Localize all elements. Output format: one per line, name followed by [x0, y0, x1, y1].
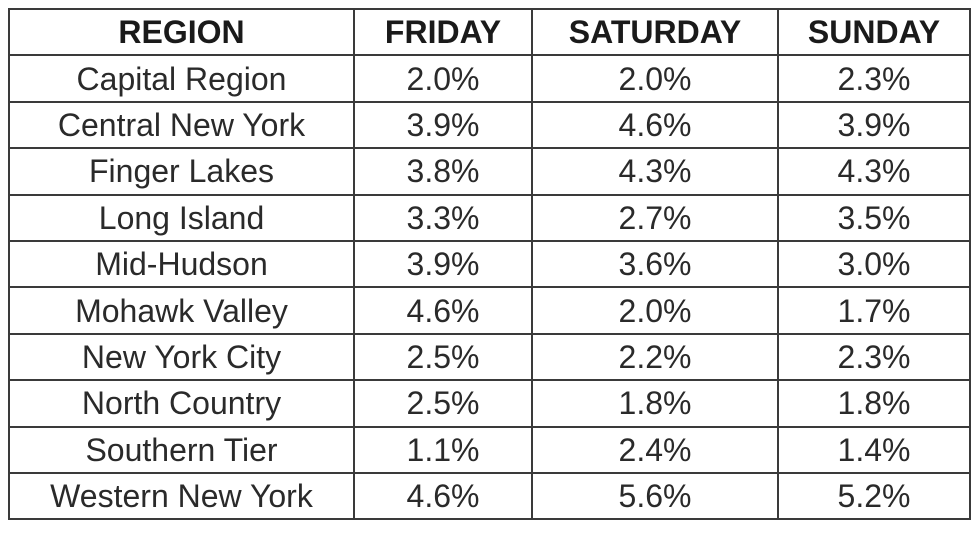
header-cell: REGION: [8, 7, 355, 57]
value-cell: 1.7%: [777, 286, 971, 335]
region-cell: Mohawk Valley: [8, 286, 355, 335]
value-cell: 5.6%: [531, 471, 779, 521]
value-cell: 1.8%: [777, 379, 971, 428]
region-cell: Southern Tier: [8, 425, 355, 474]
table-row: North Country 2.5% 1.8% 1.8%: [8, 379, 971, 428]
value-cell: 2.3%: [777, 332, 971, 382]
table-row: Mid-Hudson 3.9% 3.6% 3.0%: [8, 239, 971, 289]
value-cell: 3.5%: [777, 193, 971, 242]
value-cell: 2.5%: [353, 379, 533, 428]
value-cell: 1.8%: [531, 379, 779, 428]
table-row: Mohawk Valley 4.6% 2.0% 1.7%: [8, 286, 971, 335]
header-cell: FRIDAY: [353, 7, 533, 57]
value-cell: 3.3%: [353, 193, 533, 242]
table-row: Long Island 3.3% 2.7% 3.5%: [8, 193, 971, 242]
value-cell: 4.3%: [531, 147, 779, 196]
value-cell: 2.2%: [531, 332, 779, 382]
value-cell: 3.6%: [531, 239, 779, 289]
value-cell: 3.9%: [777, 100, 971, 150]
value-cell: 3.9%: [353, 100, 533, 150]
value-cell: 3.8%: [353, 147, 533, 196]
value-cell: 3.0%: [777, 239, 971, 289]
data-table: REGION FRIDAY SATURDAY SUNDAY Capital Regio…: [8, 7, 971, 521]
value-cell: 2.0%: [531, 54, 779, 103]
value-cell: 4.3%: [777, 147, 971, 196]
table-row: New York City 2.5% 2.2% 2.3%: [8, 332, 971, 382]
region-cell: Finger Lakes: [8, 147, 355, 196]
table-body: Capital Region 2.0% 2.0% 2.3% Central New Yo…: [8, 54, 971, 521]
value-cell: 4.6%: [353, 471, 533, 521]
value-cell: 2.7%: [531, 193, 779, 242]
value-cell: 2.4%: [531, 425, 779, 474]
value-cell: 2.0%: [531, 286, 779, 335]
region-cell: New York City: [8, 332, 355, 382]
table-row: Western New York 4.6% 5.6% 5.2%: [8, 471, 971, 521]
value-cell: 2.0%: [353, 54, 533, 103]
region-cell: Mid-Hudson: [8, 239, 355, 289]
header-cell: SATURDAY: [531, 7, 779, 57]
region-cell: Long Island: [8, 193, 355, 242]
value-cell: 5.2%: [777, 471, 971, 521]
table-row: Finger Lakes 3.8% 4.3% 4.3%: [8, 147, 971, 196]
region-cell: Western New York: [8, 471, 355, 521]
value-cell: 4.6%: [353, 286, 533, 335]
value-cell: 3.9%: [353, 239, 533, 289]
value-cell: 1.4%: [777, 425, 971, 474]
value-cell: 1.1%: [353, 425, 533, 474]
region-cell: North Country: [8, 379, 355, 428]
region-cell: Central New York: [8, 100, 355, 150]
value-cell: 2.5%: [353, 332, 533, 382]
value-cell: 4.6%: [531, 100, 779, 150]
table-row: Southern Tier 1.1% 2.4% 1.4%: [8, 425, 971, 474]
region-cell: Capital Region: [8, 54, 355, 103]
header-row: REGION FRIDAY SATURDAY SUNDAY: [8, 7, 971, 57]
table-row: Capital Region 2.0% 2.0% 2.3%: [8, 54, 971, 103]
table-row: Central New York 3.9% 4.6% 3.9%: [8, 100, 971, 150]
header-cell: SUNDAY: [777, 7, 971, 57]
value-cell: 2.3%: [777, 54, 971, 103]
